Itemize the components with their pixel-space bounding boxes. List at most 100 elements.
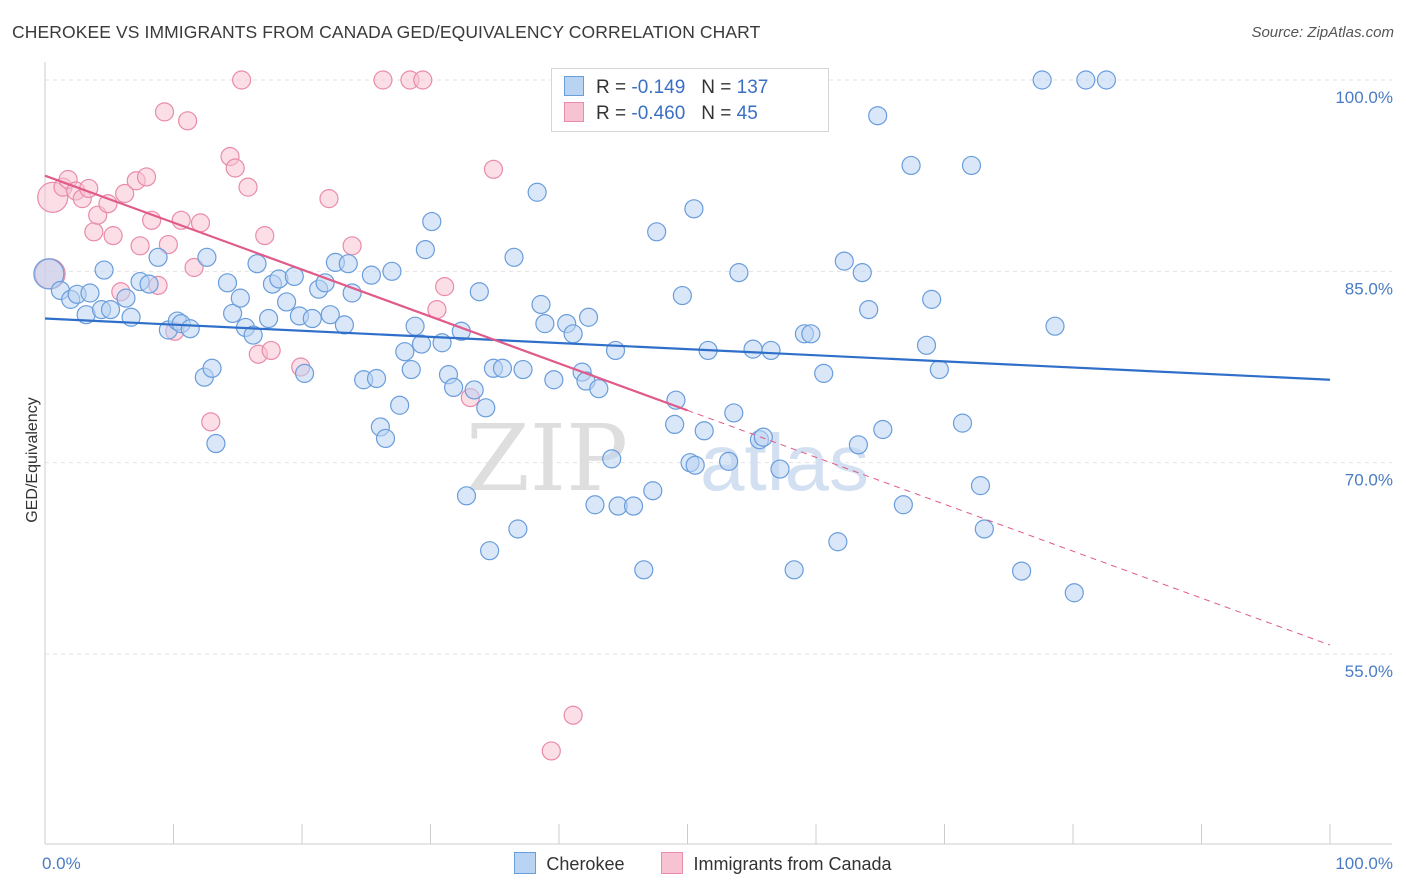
cherokee-point-128 — [1076, 70, 1096, 90]
cherokee-point-53 — [411, 334, 432, 354]
legend-item-canada: Immigrants from Canada — [661, 852, 892, 875]
legend-row-canada: R = -0.460 N = 45 — [564, 102, 758, 126]
cherokee-point-114 — [873, 419, 893, 440]
canada-point-40 — [435, 277, 455, 297]
legend-r-label: R = — [596, 103, 627, 124]
legend-r-value: -0.460 — [631, 103, 686, 124]
x-tick-label-1: 100.0% — [1335, 854, 1393, 873]
cherokee-point-129 — [1096, 70, 1117, 90]
cherokee-point-112 — [859, 300, 879, 320]
cherokee-point-79 — [585, 495, 605, 515]
cherokee-point-35 — [302, 308, 322, 329]
cherokee-point-49 — [390, 395, 410, 415]
cherokee-point-0 — [33, 258, 65, 290]
legend-n-value: 137 — [736, 77, 769, 98]
canada-point-32 — [261, 340, 281, 361]
trend-line-cherokee — [44, 317, 1331, 381]
series-immigrants-from-canada — [34, 70, 583, 761]
cherokee-point-121 — [961, 155, 982, 176]
cherokee-point-50 — [395, 342, 415, 362]
cherokee-point-103 — [770, 459, 790, 479]
cherokee-point-98 — [729, 263, 749, 283]
legend-r-value: -0.149 — [631, 77, 686, 98]
cherokee-point-61 — [464, 380, 484, 400]
cherokee-point-47 — [375, 428, 396, 449]
cherokee-point-5 — [80, 283, 100, 303]
x-tick-label-0: 0.0% — [42, 854, 81, 873]
cherokee-point-73 — [544, 370, 564, 390]
y-tick-label-0: 100.0% — [1335, 88, 1393, 107]
legend-label-cherokee: Cherokee — [546, 854, 625, 874]
cherokee-point-93 — [685, 455, 705, 475]
cherokee-point-102 — [761, 340, 781, 361]
cherokee-point-107 — [814, 363, 834, 383]
cherokee-point-126 — [1045, 316, 1065, 336]
watermark-zip: ZIP — [466, 405, 628, 512]
cherokee-point-51 — [401, 359, 421, 380]
cherokee-point-101 — [753, 427, 773, 447]
cherokee-point-82 — [605, 340, 626, 361]
correlation-legend: R = -0.149 N = 137 R = -0.460 N = 45 — [551, 68, 829, 132]
y-tick-label-2: 70.0% — [1345, 471, 1393, 490]
legend-row-cherokee: R = -0.149 N = 137 — [564, 76, 768, 100]
cherokee-point-67 — [504, 247, 524, 267]
legend-item-cherokee: Cherokee — [514, 852, 624, 875]
cherokee-point-117 — [916, 335, 937, 355]
cherokee-point-113 — [868, 106, 888, 126]
canada-point-42 — [483, 159, 504, 179]
cherokee-point-54 — [415, 240, 435, 260]
cherokee-point-37 — [315, 273, 335, 293]
series-legend: Cherokee Immigrants from Canada — [0, 852, 1406, 875]
canada-point-23 — [184, 257, 204, 278]
canada-point-15 — [136, 167, 157, 187]
y-tick-label-1: 85.0% — [1345, 279, 1393, 298]
cherokee-point-20 — [202, 358, 222, 378]
cherokee-point-78 — [578, 307, 599, 327]
cherokee-point-109 — [834, 251, 854, 271]
cherokee-point-7 — [94, 260, 114, 280]
cherokee-point-52 — [405, 316, 425, 336]
trend-lines — [44, 174, 1331, 646]
canada-point-27 — [225, 158, 245, 178]
source-label: Source: ZipAtlas.com — [1251, 24, 1394, 41]
tick-labels: 100.0% 85.0% 70.0% 55.0% 0.0% 100.0% GED/Equiv… — [24, 88, 1393, 873]
cherokee-point-63 — [476, 398, 496, 418]
cherokee-point-108 — [828, 532, 848, 552]
cherokee-legend-swatch — [514, 852, 537, 874]
legend-n-value: 45 — [736, 103, 758, 124]
cherokee-point-13 — [148, 247, 168, 267]
cherokee-point-75 — [563, 324, 583, 344]
cherokee-point-86 — [643, 481, 663, 501]
canada-swatch — [564, 102, 584, 122]
cherokee-point-22 — [217, 273, 238, 293]
cherokee-point-90 — [672, 285, 692, 306]
cherokee-point-40 — [334, 315, 355, 335]
canada-legend-swatch — [661, 852, 684, 874]
cherokee-point-31 — [276, 292, 297, 312]
legend-r-label: R = — [596, 77, 627, 98]
canada-point-29 — [238, 177, 258, 197]
canada-point-43 — [541, 741, 561, 761]
canada-point-44 — [563, 705, 583, 725]
cherokee-point-87 — [647, 222, 667, 242]
cherokee-point-96 — [719, 451, 739, 471]
cherokee-point-97 — [724, 403, 744, 423]
canada-point-18 — [154, 102, 175, 122]
canada-point-35 — [342, 236, 362, 256]
cherokee-point-124 — [1011, 561, 1032, 581]
canada-point-38 — [413, 70, 433, 90]
canada-point-31 — [255, 226, 275, 246]
chart-title: CHEROKEE VS IMMIGRANTS FROM CANADA GED/E… — [12, 22, 761, 42]
cherokee-point-71 — [531, 294, 551, 315]
canada-point-19 — [158, 234, 178, 255]
canada-point-7 — [84, 222, 104, 242]
legend-n-label: N = — [701, 103, 732, 124]
cherokee-point-80 — [589, 379, 609, 399]
cherokee-point-48 — [382, 261, 402, 281]
cherokee-point-84 — [623, 496, 644, 516]
cherokee-point-110 — [848, 435, 869, 455]
cherokee-point-24 — [230, 288, 250, 308]
cherokee-point-70 — [527, 182, 547, 202]
cherokee-point-81 — [602, 449, 622, 469]
